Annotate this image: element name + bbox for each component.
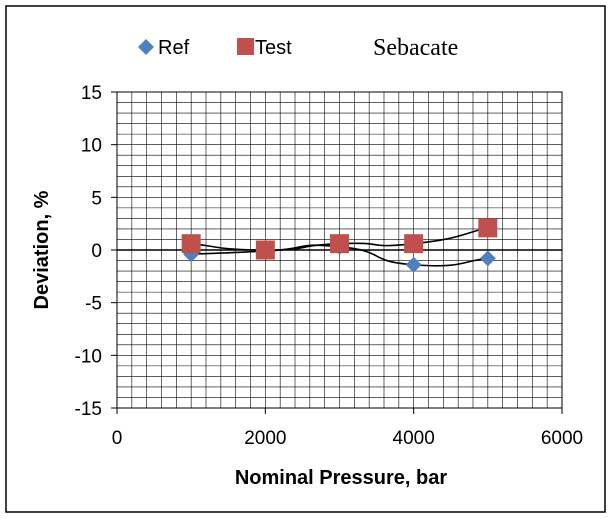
x-tick-label: 2000 — [244, 428, 286, 449]
data-point-test — [181, 234, 201, 254]
x-axis-title: Nominal Pressure, bar — [235, 467, 448, 489]
x-tick-label: 0 — [112, 428, 123, 449]
y-axis-title: Deviation, % — [31, 190, 53, 309]
legend-label-ref: Ref — [158, 37, 190, 59]
x-tick-label: 6000 — [541, 428, 583, 449]
data-point-test — [478, 218, 498, 238]
data-point-ref — [479, 250, 496, 267]
y-tick-label: 5 — [91, 188, 102, 209]
x-tick-label: 4000 — [393, 428, 435, 449]
data-point-ref — [405, 256, 422, 273]
y-tick-label: 10 — [81, 136, 102, 157]
data-point-test — [255, 240, 275, 260]
tick-labels: 0 2000 4000 6000 15 10 5 0 -5 -10 -15 — [75, 83, 584, 449]
y-tick-label: 15 — [81, 83, 102, 104]
figure-border — [5, 5, 606, 513]
y-tick-label: -5 — [85, 294, 102, 315]
data-marks — [181, 218, 498, 273]
y-tick-label: -15 — [75, 399, 102, 420]
data-point-test — [404, 234, 424, 254]
legend: Ref Test Sebacate — [138, 35, 458, 61]
legend-marker-test — [237, 38, 254, 55]
y-tick-label: -10 — [75, 346, 102, 367]
chart-title: Sebacate — [373, 35, 458, 61]
data-point-test — [330, 234, 349, 254]
y-tick-label: 0 — [91, 241, 102, 262]
legend-marker-ref — [138, 39, 154, 55]
legend-label-test: Test — [255, 37, 292, 59]
